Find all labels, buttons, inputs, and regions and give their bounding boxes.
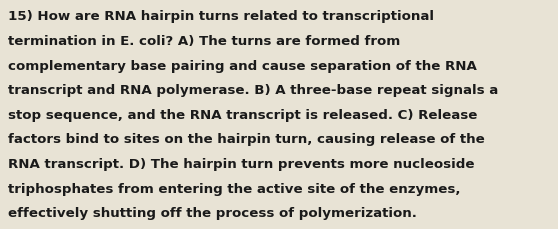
Text: 15) How are RNA hairpin turns related to transcriptional: 15) How are RNA hairpin turns related to… bbox=[8, 10, 434, 23]
Text: complementary base pairing and cause separation of the RNA: complementary base pairing and cause sep… bbox=[8, 59, 477, 72]
Text: triphosphates from entering the active site of the enzymes,: triphosphates from entering the active s… bbox=[8, 182, 461, 195]
Text: stop sequence, and the RNA transcript is released. C) Release: stop sequence, and the RNA transcript is… bbox=[8, 108, 478, 121]
Text: factors bind to sites on the hairpin turn, causing release of the: factors bind to sites on the hairpin tur… bbox=[8, 133, 485, 146]
Text: effectively shutting off the process of polymerization.: effectively shutting off the process of … bbox=[8, 206, 417, 219]
Text: RNA transcript. D) The hairpin turn prevents more nucleoside: RNA transcript. D) The hairpin turn prev… bbox=[8, 157, 475, 170]
Text: termination in E. coli? A) The turns are formed from: termination in E. coli? A) The turns are… bbox=[8, 35, 401, 48]
Text: transcript and RNA polymerase. B) A three-base repeat signals a: transcript and RNA polymerase. B) A thre… bbox=[8, 84, 499, 97]
